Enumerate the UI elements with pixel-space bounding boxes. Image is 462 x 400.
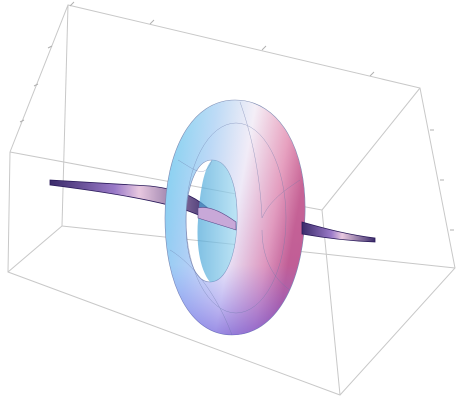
- spike-right: [301, 221, 376, 243]
- mesh-lines: [169, 101, 301, 336]
- surface: [49, 99, 376, 336]
- axis-ticks: [19, 1, 454, 231]
- torus-shade: [165, 100, 306, 335]
- spike-center: [197, 207, 237, 231]
